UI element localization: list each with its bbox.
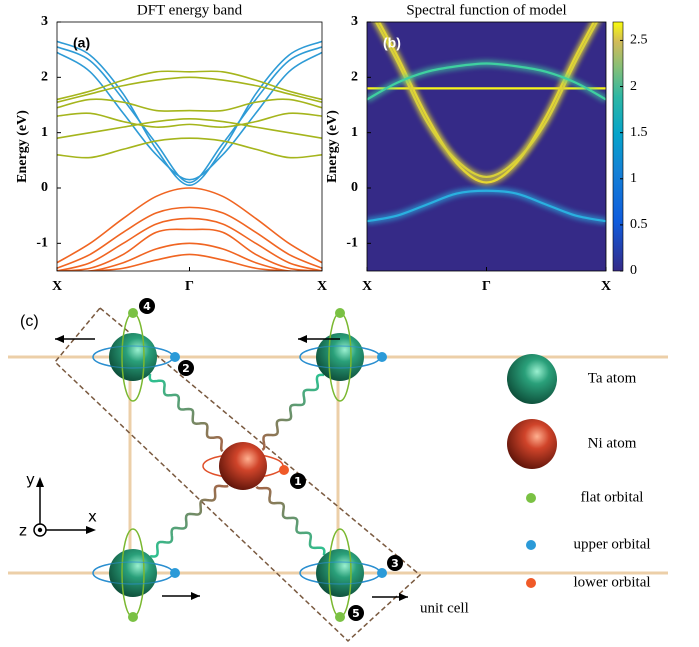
y-tick-label: 0 (41, 180, 48, 195)
band (57, 71, 322, 99)
band (57, 41, 322, 185)
colorbar-tick-label: 0.5 (630, 217, 648, 232)
axis-label: z (19, 522, 27, 540)
spring (257, 487, 325, 556)
y-tick-label: -1 (36, 236, 48, 251)
unit-cell-label: unit cell (420, 600, 469, 616)
colorbar-tick-label: 1.5 (630, 125, 648, 140)
upper-orbital-dot (170, 352, 180, 362)
y-tick-label: 1 (41, 125, 48, 140)
y-tick-label: 1 (351, 125, 358, 140)
flat-orbital-dot (128, 308, 138, 318)
page: -1 0 1 2 3 X Γ X DFT energy band (a) Energy (eV) -1… (0, 0, 699, 647)
band (57, 99, 322, 111)
flat-orbital-dot (335, 308, 345, 318)
band (57, 113, 322, 127)
axis-label: x (88, 508, 97, 526)
ni-atom (219, 442, 267, 490)
site-number: 4 (143, 300, 151, 313)
site-number: 5 (352, 607, 360, 620)
x-tick-label: X (601, 279, 611, 294)
panel-title: DFT energy band (137, 2, 243, 18)
legend-label: upper orbital (573, 536, 650, 552)
x-tick-label: X (362, 279, 372, 294)
arrowhead (191, 592, 200, 600)
y-tick-label: -1 (346, 236, 358, 251)
y-tick-label: 3 (41, 14, 48, 29)
upper-orbital-dot (377, 568, 387, 578)
spring (150, 486, 228, 557)
colorbar-tick-label: 1 (630, 171, 637, 186)
x-tick-label: Γ (482, 279, 491, 294)
site-number: 1 (294, 475, 302, 488)
axes-box (57, 22, 322, 271)
panel-label: (b) (383, 35, 401, 51)
ta-atom (109, 333, 157, 381)
site-number: 3 (391, 557, 399, 570)
legend-dot (526, 493, 536, 503)
lower-orbital-dot (279, 465, 289, 475)
colorbar-tick-label: 0 (630, 263, 637, 278)
panel-label: (a) (73, 35, 90, 51)
colorbar (613, 22, 623, 271)
spring (262, 375, 324, 450)
panel-title: Spectral function of model (406, 2, 566, 18)
ta-atom (109, 549, 157, 597)
legend-label: lower orbital (573, 574, 650, 590)
y-axis-label: Energy (eV) (15, 110, 30, 183)
legend-label: Ta atom (588, 370, 637, 386)
colorbar-tick-label: 2.5 (630, 33, 648, 48)
x-tick-label: Γ (185, 279, 194, 294)
legend-ni (507, 419, 557, 469)
band (57, 138, 322, 158)
site-number: 2 (182, 362, 190, 375)
legend-dot (526, 540, 536, 550)
legend-label: Ni atom (588, 435, 637, 451)
flat-orbital-dot (335, 612, 345, 622)
ta-atom (316, 549, 364, 597)
band (57, 119, 322, 138)
y-tick-label: 2 (351, 70, 358, 85)
y-tick-label: 2 (41, 70, 48, 85)
upper-orbital-dot (170, 568, 180, 578)
colorbar-tick-label: 2 (630, 79, 637, 94)
arrowhead (298, 335, 307, 343)
y-axis-label: Energy (eV) (325, 110, 340, 183)
upper-orbital-dot (377, 352, 387, 362)
legend-ta (507, 354, 557, 404)
arrowhead (399, 593, 408, 601)
panel-label: (c) (20, 313, 39, 330)
x-tick-label: X (52, 279, 62, 294)
y-tick-label: 3 (351, 14, 358, 29)
figure: -1 0 1 2 3 X Γ X DFT energy band (a) Energy (eV) -1… (0, 0, 699, 647)
flat-orbital-dot (128, 612, 138, 622)
legend-dot (526, 578, 536, 588)
band (57, 218, 322, 271)
z-axis-dot (38, 528, 42, 532)
plot-area (57, 41, 322, 271)
arrowhead (55, 335, 64, 343)
ta-atom (316, 333, 364, 381)
x-tick-label: X (317, 279, 327, 294)
spring (150, 374, 223, 451)
axis-label: y (26, 471, 35, 489)
arrowhead (86, 526, 96, 534)
y-tick-label: 0 (351, 180, 358, 195)
legend-label: flat orbital (581, 489, 644, 505)
band (57, 188, 322, 263)
arrowhead (36, 477, 44, 487)
